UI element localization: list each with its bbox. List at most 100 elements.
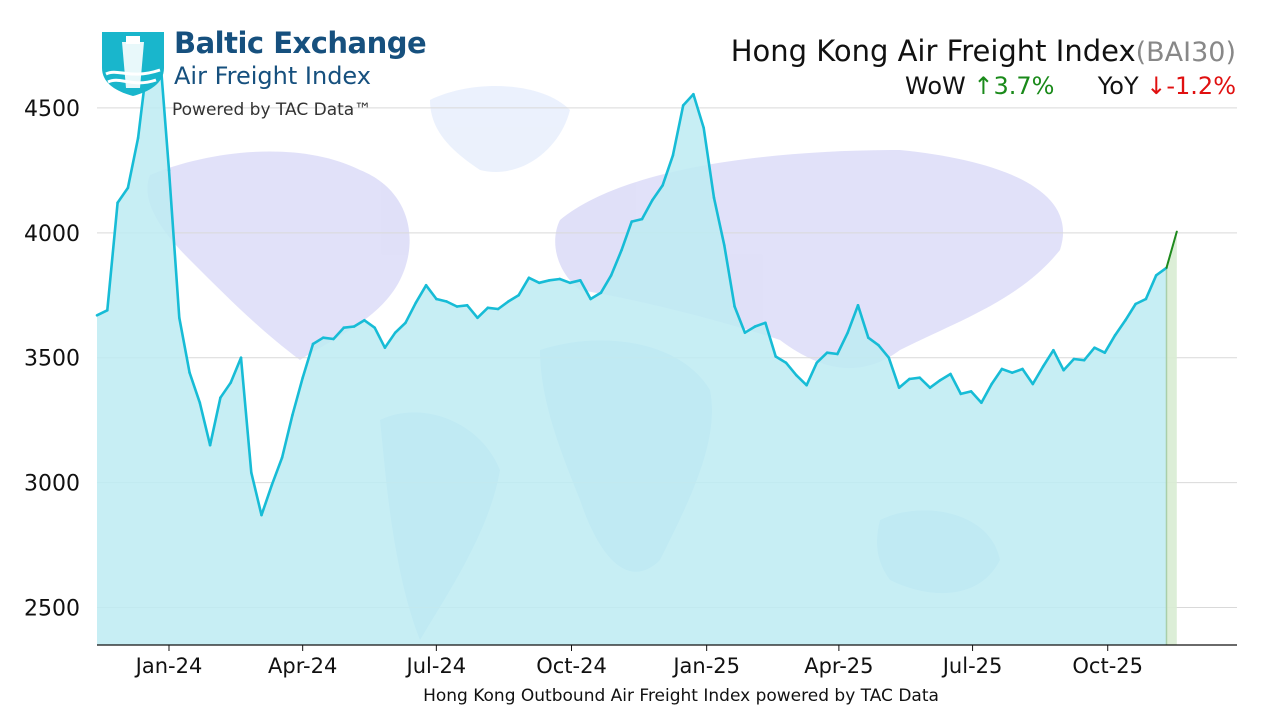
series-line-segment xyxy=(980,382,994,405)
x-tick-label: Jan-24 xyxy=(134,654,203,678)
series-line-segment xyxy=(95,308,109,317)
series-line-segment xyxy=(866,336,880,347)
series-line-segment xyxy=(506,293,520,303)
series-line-segment xyxy=(548,277,562,282)
series-line-segment xyxy=(537,278,551,285)
series-line-segment xyxy=(424,283,438,301)
series-line-segment xyxy=(620,220,634,252)
series-line-segment xyxy=(877,343,891,360)
y-tick-label: 3000 xyxy=(24,472,80,497)
series-line-segment xyxy=(383,331,397,350)
series-line-segment xyxy=(1000,367,1014,375)
brand-name: Baltic Exchange xyxy=(174,26,427,60)
brand-powered-by: Powered by TAC Data™ xyxy=(172,100,372,120)
series-line-segment xyxy=(239,356,253,474)
series-line-segment xyxy=(527,276,541,285)
series-line-segment xyxy=(321,336,335,341)
series-line-segment xyxy=(455,303,469,308)
series-line-segment xyxy=(609,249,623,277)
series-line-segment xyxy=(311,336,325,346)
series-line-segment xyxy=(178,316,191,375)
series-line-segment xyxy=(465,303,479,320)
series-line-segment xyxy=(794,373,808,387)
series-line-segment xyxy=(589,291,603,301)
series-line-segment xyxy=(352,318,366,328)
series-line-segment xyxy=(342,325,356,330)
series-line-segment xyxy=(270,456,284,487)
series-line-segment xyxy=(517,276,531,297)
series-line-segment xyxy=(1154,266,1168,277)
series-line-segment xyxy=(1113,318,1127,337)
series-line-segment xyxy=(476,306,490,320)
series-line-segment xyxy=(404,301,418,325)
series-line-segment xyxy=(363,318,377,330)
series-line-segment xyxy=(568,278,582,285)
series-line-segment xyxy=(836,331,850,356)
series-line-segment xyxy=(1144,273,1158,301)
series-line-segment xyxy=(815,351,829,365)
series-line-segment xyxy=(846,303,860,335)
lighthouse-logo-icon xyxy=(102,32,164,96)
yoy-label: YoY xyxy=(1097,72,1139,100)
series-line-segment xyxy=(805,361,819,387)
series-line-segment xyxy=(887,356,901,390)
series-line-segment xyxy=(393,321,407,335)
series-line-segment xyxy=(1093,346,1107,355)
series-line-segment xyxy=(990,367,1004,386)
series-line-segment xyxy=(578,278,592,301)
x-axis-label: Hong Kong Outbound Air Freight Index pow… xyxy=(423,686,939,706)
series-line-segment xyxy=(599,273,613,295)
latest-week-segment xyxy=(1165,230,1178,269)
series-line-segment xyxy=(938,372,952,382)
area-layer xyxy=(97,38,1177,645)
series-line-segment xyxy=(692,92,706,130)
y-tick-label: 3500 xyxy=(24,347,80,372)
series-line-segment xyxy=(825,351,839,356)
y-tick-label: 2500 xyxy=(24,597,80,622)
series-line-segment xyxy=(1010,367,1024,375)
series-line-segment xyxy=(188,371,202,405)
x-tick-label: Apr-25 xyxy=(804,654,873,678)
series-line-segment xyxy=(702,126,716,200)
chart-title: Hong Kong Air Freight Index(BAI30) xyxy=(731,34,1236,68)
series-line-segment xyxy=(712,196,726,247)
chart-title-text: Hong Kong Air Freight Index xyxy=(730,34,1136,68)
series-line-segment xyxy=(414,283,428,305)
wow-up-arrow-icon: ↑ xyxy=(973,72,994,100)
series-line-segment xyxy=(1021,367,1035,386)
series-line-segment xyxy=(681,92,695,107)
series-line-segment xyxy=(630,217,644,223)
index-code: (BAI30) xyxy=(1135,37,1236,68)
series-line-segment xyxy=(280,413,294,459)
series-line-segment xyxy=(229,356,243,385)
series-area-fill xyxy=(97,38,1167,645)
series-line-segment xyxy=(167,169,181,320)
series-line-segment xyxy=(373,326,387,350)
y-tick-label: 4500 xyxy=(24,97,80,122)
x-tick-label: Oct-24 xyxy=(536,654,607,678)
series-line-segment xyxy=(908,376,922,381)
series-line-segment xyxy=(1082,346,1096,362)
series-line-segment xyxy=(260,483,274,517)
series-line-segment xyxy=(219,381,232,400)
series-line-segment xyxy=(949,372,963,396)
series-line-segment xyxy=(733,305,747,335)
series-line-segment xyxy=(445,300,459,308)
yoy-value: -1.2% xyxy=(1166,72,1236,100)
x-tick-label: Apr-24 xyxy=(268,654,337,678)
series-line-segment xyxy=(332,326,346,341)
series-line-segment xyxy=(1124,302,1137,322)
latest-week-area-fill xyxy=(1166,231,1177,645)
x-tick-label: Jul-25 xyxy=(941,654,1003,678)
series-line-segment xyxy=(486,306,500,311)
series-line-segment xyxy=(301,342,315,380)
series-line-segment xyxy=(661,154,675,187)
series-line-segment xyxy=(722,244,736,308)
brand-logo-block: Baltic Exchange Air Freight Index Powere… xyxy=(100,26,430,126)
series-line-segment xyxy=(753,321,767,328)
y-tick-label: 4000 xyxy=(24,222,80,247)
series-line-segment xyxy=(1031,365,1045,386)
series-line-segment xyxy=(671,104,685,157)
series-line-segment xyxy=(918,376,932,390)
